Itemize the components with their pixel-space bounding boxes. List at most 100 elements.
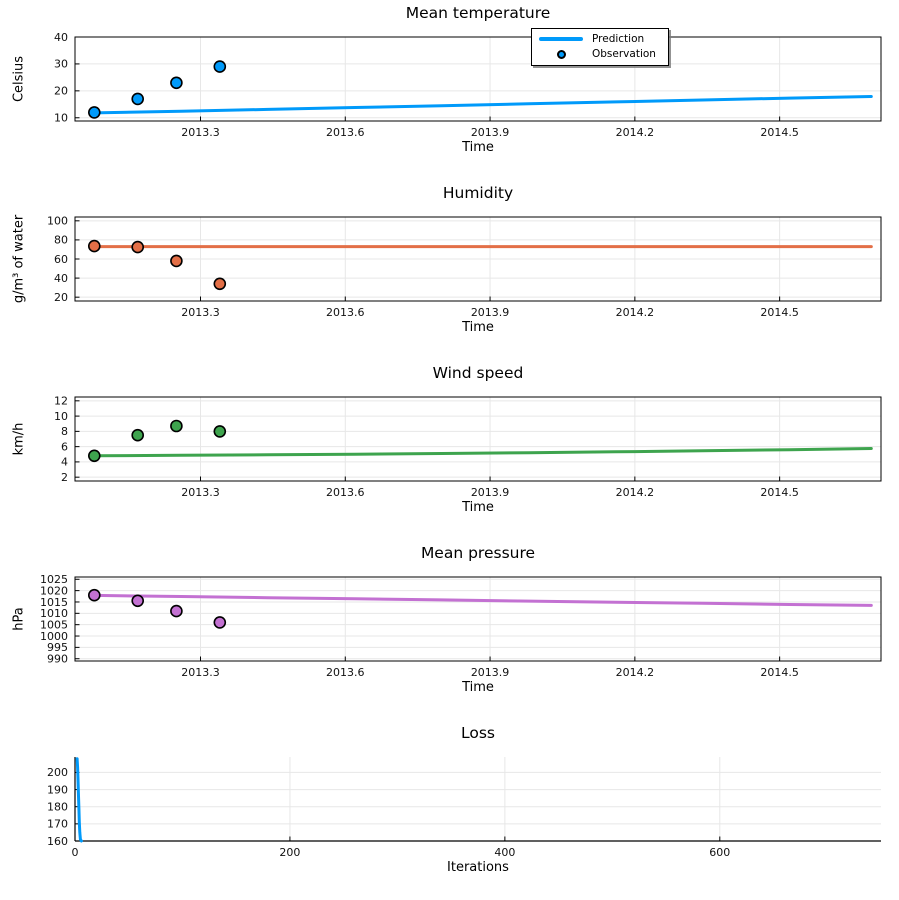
svg-text:1000: 1000: [40, 630, 68, 643]
svg-text:2014.2: 2014.2: [616, 126, 655, 139]
y-tick-labels: 10 20 30 40: [54, 31, 68, 125]
prediction-line: [75, 757, 83, 843]
svg-text:170: 170: [47, 818, 68, 831]
svg-text:10: 10: [54, 410, 68, 423]
tick-marks: [75, 36, 781, 121]
svg-text:2013.9: 2013.9: [471, 306, 510, 319]
svg-text:20: 20: [54, 85, 68, 98]
chart-plot-area: 2013.3 2013.6 2013.9 2014.2 2014.5 20 40 60 80 10…: [47, 215, 882, 319]
svg-text:12: 12: [54, 395, 68, 408]
svg-text:2014.2: 2014.2: [616, 666, 655, 679]
svg-text:995: 995: [47, 641, 68, 654]
svg-text:4: 4: [61, 456, 68, 469]
svg-text:6: 6: [61, 440, 68, 453]
x-axis-label: Time: [462, 320, 494, 335]
svg-text:2013.3: 2013.3: [181, 666, 220, 679]
svg-text:60: 60: [54, 253, 68, 266]
legend: Prediction Observation: [531, 28, 669, 66]
gridlines: [75, 577, 881, 661]
subplot-humidity: Humidity g/m³ of water 2013.3 2013.6 2013.…: [0, 180, 899, 360]
observation-point: [88, 106, 101, 119]
svg-text:2013.9: 2013.9: [471, 666, 510, 679]
svg-text:2014.5: 2014.5: [760, 486, 799, 499]
svg-text:2013.9: 2013.9: [471, 126, 510, 139]
observation-point: [170, 604, 183, 618]
svg-text:40: 40: [54, 31, 68, 44]
svg-text:2013.3: 2013.3: [181, 486, 220, 499]
x-axis-label: Time: [462, 140, 494, 155]
x-axis-label: Time: [462, 680, 494, 695]
svg-text:100: 100: [47, 215, 68, 228]
chart-plot-area: 2013.3 2013.6 2013.9 2014.2 2014.5 10 20 30 40: [54, 31, 882, 139]
observation-points: [88, 419, 227, 463]
svg-text:2013.3: 2013.3: [181, 306, 220, 319]
legend-swatch: [539, 37, 583, 41]
chart-plot-area: 2013.3 2013.6 2013.9 2014.2 2014.5 2 4 6 8 10 12: [54, 395, 882, 499]
svg-text:1020: 1020: [40, 584, 68, 597]
observation-point: [88, 588, 101, 602]
plot-frame: [74, 396, 882, 482]
svg-text:40: 40: [54, 272, 68, 285]
gridlines: [75, 397, 881, 481]
x-axis-label: Time: [462, 500, 494, 515]
observation-points: [88, 588, 227, 629]
chart-title: Mean temperature: [405, 4, 551, 22]
x-tick-labels: 0 200 400 600: [72, 846, 731, 859]
x-tick-labels: 2013.3 2013.6 2013.9 2014.2 2014.5: [181, 306, 799, 319]
svg-text:2013.6: 2013.6: [326, 666, 365, 679]
observation-point: [88, 239, 101, 253]
observation-point: [88, 449, 101, 463]
svg-text:190: 190: [47, 783, 68, 796]
svg-text:2014.5: 2014.5: [760, 126, 799, 139]
svg-text:10: 10: [54, 112, 68, 125]
svg-text:20: 20: [54, 291, 68, 304]
y-axis-label: g/m³ of water: [11, 214, 27, 304]
svg-text:600: 600: [709, 846, 730, 859]
y-axis-label: km/h: [11, 422, 27, 456]
chart-plot-area: 0 200 400 600 160 170 180 190 200: [47, 757, 881, 859]
svg-text:80: 80: [54, 234, 68, 247]
observation-point: [213, 616, 227, 629]
plot-frame: [74, 576, 882, 662]
gridlines: [75, 217, 881, 301]
gridlines: [75, 36, 881, 121]
svg-text:2014.5: 2014.5: [760, 666, 799, 679]
observation-point: [213, 60, 227, 73]
observation-point: [213, 277, 227, 291]
svg-text:200: 200: [279, 846, 300, 859]
subplot-loss: Loss 0 200 400 600 160 170 180 190 200 Iteration…: [0, 720, 899, 899]
x-tick-labels: 2013.3 2013.6 2013.9 2014.2 2014.5: [181, 666, 799, 679]
svg-text:2014.5: 2014.5: [760, 306, 799, 319]
observation-points: [88, 60, 227, 119]
svg-text:1010: 1010: [40, 607, 68, 620]
svg-text:990: 990: [47, 653, 68, 666]
svg-text:2013.6: 2013.6: [326, 126, 365, 139]
svg-text:1025: 1025: [40, 573, 68, 586]
legend-swatch: [539, 49, 583, 59]
svg-text:0: 0: [72, 846, 79, 859]
svg-text:160: 160: [47, 835, 68, 848]
legend-item-prediction: Prediction: [539, 32, 656, 46]
plot-axes: [74, 757, 881, 842]
observation-point: [170, 419, 183, 433]
observation-point: [213, 425, 227, 438]
svg-text:2014.2: 2014.2: [616, 486, 655, 499]
svg-text:2013.6: 2013.6: [326, 306, 365, 319]
observation-marker-swatch: [556, 49, 566, 59]
svg-text:1005: 1005: [40, 618, 68, 631]
gridlines: [74, 757, 881, 842]
svg-text:180: 180: [47, 801, 68, 814]
observation-point: [131, 240, 144, 254]
legend-item-observation: Observation: [539, 47, 656, 61]
y-axis-label: hPa: [11, 607, 27, 631]
legend-label-prediction: Prediction: [592, 33, 645, 45]
x-axis-label: Iterations: [447, 860, 509, 875]
y-tick-labels: 160 170 180 190 200: [47, 766, 68, 848]
observation-point: [131, 428, 144, 442]
svg-text:400: 400: [494, 846, 515, 859]
y-tick-labels: 2 4 6 8 10 12: [54, 395, 68, 484]
observation-point: [170, 254, 183, 268]
tick-marks: [75, 220, 781, 301]
legend-label-observation: Observation: [592, 48, 656, 60]
